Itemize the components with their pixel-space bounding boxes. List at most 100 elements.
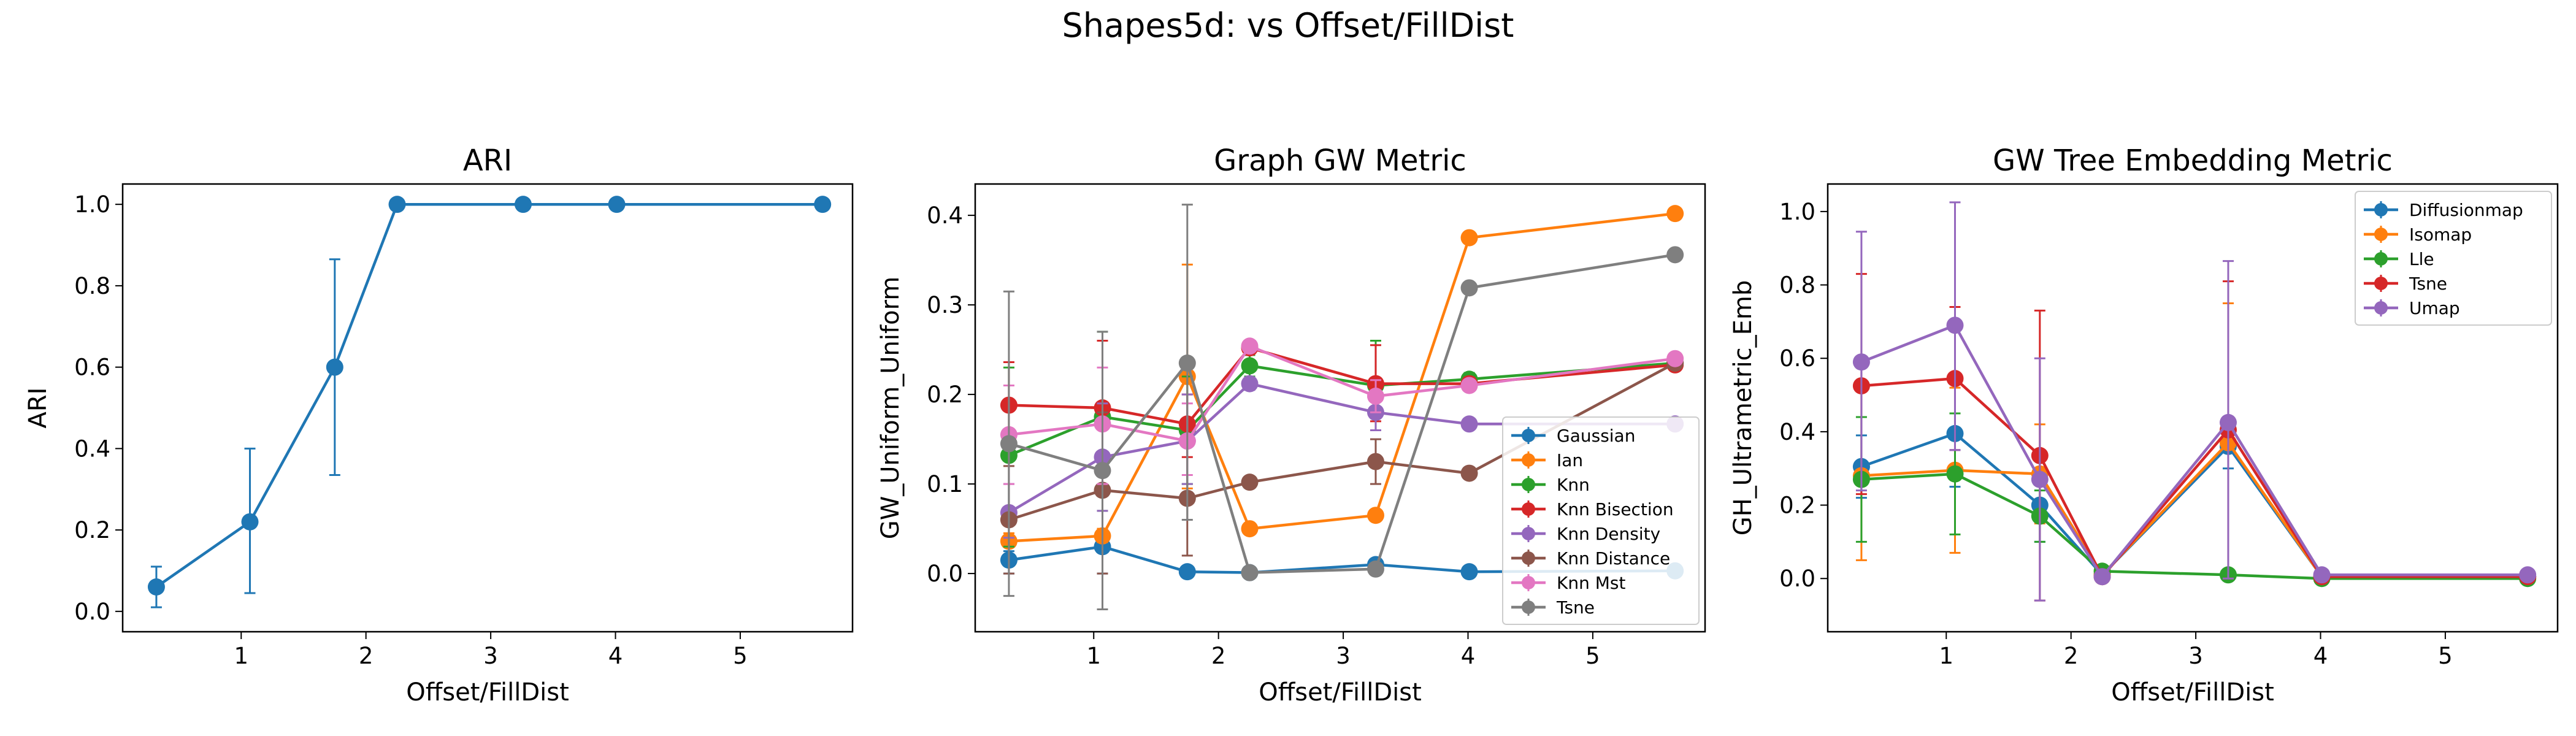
data-point	[1946, 316, 1964, 334]
x-tick-label: 2	[2064, 643, 2079, 669]
series-tsne	[1000, 204, 1684, 610]
legend-label: Ian	[1557, 450, 1583, 470]
x-axis-label: Offset/FillDist	[1259, 678, 1422, 707]
panel-title: ARI	[463, 144, 512, 178]
legend-label: Lle	[2409, 249, 2434, 269]
x-tick-label: 5	[1585, 643, 1600, 669]
data-point	[2519, 566, 2537, 584]
legend-swatch-marker	[1522, 600, 1535, 614]
legend-entry: Umap	[2364, 298, 2460, 318]
legend-label: Knn Bisection	[1557, 499, 1674, 519]
panel-title: Graph GW Metric	[1214, 144, 1466, 178]
legend-box	[1502, 416, 1700, 625]
data-point	[1946, 465, 1964, 483]
y-tick-label: 0.2	[74, 517, 110, 543]
data-point	[1094, 462, 1111, 480]
x-tick-label: 5	[733, 643, 748, 669]
legend-entry: Knn Density	[1511, 524, 1660, 544]
data-point	[1460, 563, 1478, 581]
data-point	[1460, 229, 1478, 247]
x-tick-label: 5	[2438, 643, 2453, 669]
x-tick-label: 1	[1939, 643, 1953, 669]
y-tick-label: 1.0	[74, 191, 110, 218]
legend-swatch-marker	[1522, 478, 1535, 491]
legend-label: Knn Distance	[1557, 548, 1670, 569]
legend-swatch-marker	[2374, 228, 2388, 241]
x-tick-label: 3	[483, 643, 498, 669]
legend-swatch-marker	[2374, 203, 2388, 217]
legend-swatch-marker	[1522, 502, 1535, 516]
y-tick-label: 0.0	[927, 561, 963, 587]
data-point	[1241, 473, 1259, 491]
y-tick-label: 0.6	[74, 355, 110, 381]
data-point	[514, 196, 532, 213]
data-point	[1241, 375, 1259, 393]
data-point	[1852, 353, 1870, 371]
legend-entry: Knn Bisection	[1511, 499, 1674, 519]
data-point	[147, 578, 165, 596]
data-point	[814, 196, 832, 213]
data-point	[1367, 388, 1384, 405]
x-tick-label: 4	[1461, 643, 1476, 669]
legend-swatch-marker	[1522, 576, 1535, 589]
data-point	[1460, 279, 1478, 297]
panel-1: ARI 1 2 3 4 5 0.0 0.2 0.4 0.6 0.8 1.0 Offset/FillDis…	[24, 144, 854, 707]
legend-entry: Diffusionmap	[2364, 200, 2523, 220]
legend-swatch-marker	[1522, 551, 1535, 565]
panel-3: GW Tree Embedding Metric 1 2 3 4 5 0.0 0.2 0.4 0.…	[1729, 144, 2559, 707]
data-point	[1241, 337, 1259, 355]
x-tick-label: 3	[1336, 643, 1351, 669]
legend-label: Isomap	[2409, 224, 2472, 245]
data-point	[2031, 470, 2049, 488]
y-tick-label: 0.8	[74, 273, 110, 299]
y-tick-label: 0.2	[927, 381, 963, 408]
x-tick-label: 2	[1211, 643, 1226, 669]
series-line	[1861, 472, 2528, 580]
y-tick-label: 0.0	[74, 599, 110, 625]
data-point	[2219, 413, 2237, 431]
data-point	[1367, 453, 1384, 470]
legend: Gaussian Ian Knn Knn Bisection Knn Density Kn…	[1502, 416, 1700, 625]
y-tick-label: 0.6	[1779, 345, 1815, 372]
legend-entry: Tsne	[2364, 274, 2447, 294]
series-umap	[1852, 201, 2537, 602]
legend-label: Knn Mst	[1557, 573, 1626, 593]
data-point	[1460, 464, 1478, 482]
legend-swatch-marker	[2374, 301, 2388, 315]
y-tick-label: 0.2	[1779, 493, 1815, 519]
legend-swatch-marker	[2374, 277, 2388, 290]
legend: Diffusionmap Isomap Lle Tsne Umap	[2355, 191, 2552, 326]
y-tick-label: 1.0	[1779, 199, 1815, 225]
legend-entry: Knn	[1511, 475, 1590, 495]
legend-label: Diffusionmap	[2409, 200, 2523, 220]
legend-swatch-marker	[1522, 453, 1535, 467]
legend-swatch-marker	[1522, 527, 1535, 540]
legend-label: Knn	[1557, 475, 1590, 495]
plot-frame	[1827, 183, 2559, 633]
legend-label: Knn Density	[1557, 524, 1660, 544]
data-point	[1460, 415, 1478, 433]
y-tick-label: 0.8	[1779, 272, 1815, 299]
data-point	[2093, 568, 2111, 586]
data-point	[1178, 355, 1196, 372]
y-tick-label: 0.0	[1779, 565, 1815, 592]
data-point	[1241, 564, 1259, 581]
series-1	[147, 196, 832, 608]
y-tick-label: 0.3	[927, 292, 963, 318]
x-axis-label: Offset/FillDist	[2111, 678, 2274, 707]
plot-frame	[974, 183, 1706, 633]
panels: ARI 1 2 3 4 5 0.0 0.2 0.4 0.6 0.8 1.0 Offset/FillDis…	[24, 144, 2559, 707]
y-axis-label: GW_Uniform_Uniform	[876, 277, 905, 540]
legend-box	[2355, 191, 2552, 326]
data-point	[1666, 350, 1684, 367]
series-line	[155, 202, 823, 588]
panel-title: GW Tree Embedding Metric	[1993, 144, 2393, 178]
series-line	[1861, 324, 2528, 578]
data-point	[1241, 520, 1259, 538]
x-tick-label: 2	[359, 643, 374, 669]
legend-entry: Tsne	[1511, 597, 1595, 618]
data-point	[1178, 563, 1196, 581]
legend-entry: Lle	[2364, 249, 2434, 269]
x-tick-label: 1	[1086, 643, 1101, 669]
